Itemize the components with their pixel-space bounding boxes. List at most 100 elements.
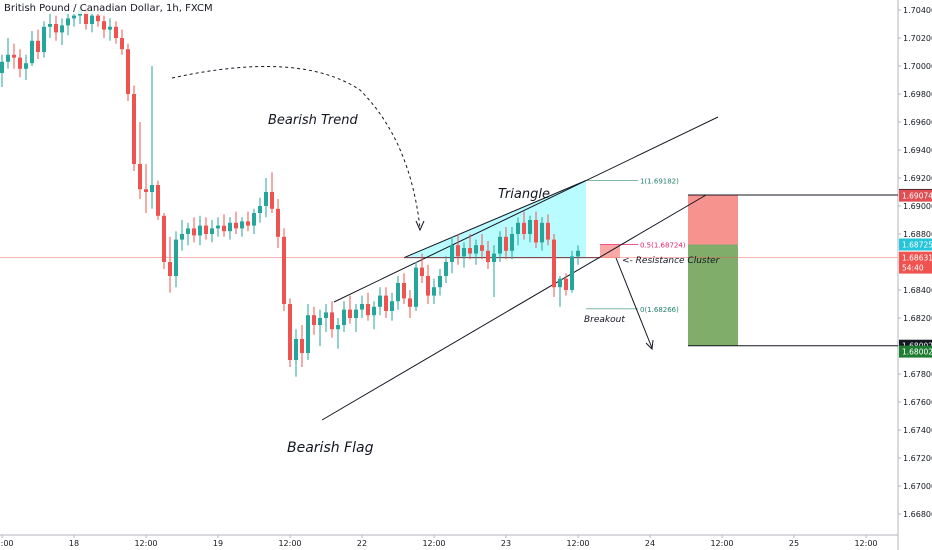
chart-title: British Pound / Canadian Dollar, 1h, FXC… (4, 3, 213, 14)
candle-body (210, 228, 214, 234)
candle-body (540, 222, 544, 243)
candle-body (528, 220, 532, 234)
candle-body (36, 40, 40, 52)
fib-label-0: 0(1.68266) (640, 306, 679, 314)
candle-body (516, 222, 520, 234)
candle-body (564, 278, 568, 290)
label-triangle: Triangle (498, 187, 550, 202)
candle-body (414, 267, 418, 307)
price-tick-label: 1.68400 (903, 286, 932, 295)
price-tick-label: 1.67800 (903, 370, 932, 379)
candle-body (438, 276, 442, 288)
breakout-arrow-head (645, 339, 654, 351)
time-tick-label: 12:00 (0, 539, 14, 548)
candle-body (108, 26, 112, 30)
candle-body (420, 267, 424, 276)
candle-body (246, 221, 250, 226)
candle-body (102, 21, 106, 30)
candle-body (558, 278, 562, 288)
candle-body (498, 236, 502, 254)
price-tick-label: 1.66800 (903, 510, 932, 519)
candle-body (312, 315, 316, 325)
channel-lower-line (321, 194, 707, 421)
price-tick-label: 1.69600 (903, 118, 932, 127)
price-tick-label: 1.69800 (903, 90, 932, 99)
candle-body (288, 304, 292, 360)
price-tick-label: 1.70400 (903, 6, 932, 15)
candle-body (444, 262, 448, 276)
price-tag-label: 1.68725 (902, 241, 932, 250)
candle-body (390, 301, 394, 311)
label-bearish-flag: Bearish Flag (287, 440, 374, 456)
candle-body (60, 25, 64, 33)
price-tag (899, 238, 932, 251)
candle-body (156, 185, 160, 216)
candle-body (504, 236, 508, 251)
candle-body (150, 185, 154, 192)
time-tick-label: 19 (213, 539, 223, 548)
candle-body (258, 206, 262, 213)
price-tag-label: 54:40 (902, 264, 924, 273)
candle-body (240, 221, 244, 229)
time-tick-label: 22 (357, 539, 367, 548)
candle-body (18, 57, 22, 69)
stop-loss-zone (688, 194, 738, 245)
candle-body (132, 94, 136, 164)
time-tick-label: 12:00 (422, 539, 445, 548)
candle-body (282, 236, 286, 304)
candle-body (114, 26, 118, 38)
candle-body (396, 283, 400, 302)
candle-body (204, 225, 208, 234)
time-tick-label: 18 (69, 539, 79, 548)
time-tick-label: 12:00 (854, 539, 877, 548)
candle-body (378, 295, 382, 307)
candle-body (468, 248, 472, 254)
candle-body (126, 49, 130, 94)
candle-body (174, 239, 178, 276)
price-tag-label: 1.68631 (902, 254, 932, 263)
candle-body (72, 15, 76, 19)
candle-body (24, 63, 28, 69)
candle-body (276, 208, 280, 237)
candle-body (552, 239, 556, 288)
candle-body (408, 298, 412, 307)
candle-body (252, 213, 256, 226)
candle-body (318, 318, 322, 325)
candle-body (342, 309, 346, 325)
candle-body (54, 24, 58, 33)
candle-body (228, 222, 232, 232)
candle-body (324, 312, 328, 318)
candle-body (354, 309, 358, 318)
candle-body (570, 256, 574, 290)
candle-body (366, 304, 370, 316)
time-tick-label: 25 (789, 539, 799, 548)
candle-body (48, 24, 52, 27)
candle-body (384, 295, 388, 311)
candle-body (480, 245, 484, 251)
candle-body (450, 245, 454, 262)
candle-body (270, 192, 274, 209)
candle-body (198, 225, 202, 236)
price-tag-label: 1.69074 (902, 192, 932, 201)
time-tick-label: 24 (645, 539, 655, 548)
time-tick-label: 12:00 (566, 539, 589, 548)
candle-body (168, 262, 172, 276)
candle-body (6, 54, 10, 62)
candle-body (510, 234, 514, 251)
price-tick-label: 1.69400 (903, 146, 932, 155)
price-tick-label: 1.69000 (903, 202, 932, 211)
candle-body (432, 287, 436, 296)
candle-body (96, 15, 100, 22)
candle-body (144, 189, 148, 192)
trend-arrow-head (415, 220, 425, 232)
price-tick-label: 1.67400 (903, 426, 932, 435)
triangle-upper-edge (403, 180, 587, 259)
trend-arrow-curve (171, 65, 421, 229)
candle-body (66, 18, 70, 26)
time-tick-label: 12:00 (278, 539, 301, 548)
label-resistance-cluster: <- Resistance Cluster (622, 256, 721, 266)
take-profit-zone (688, 244, 738, 346)
candle-body (234, 222, 238, 229)
